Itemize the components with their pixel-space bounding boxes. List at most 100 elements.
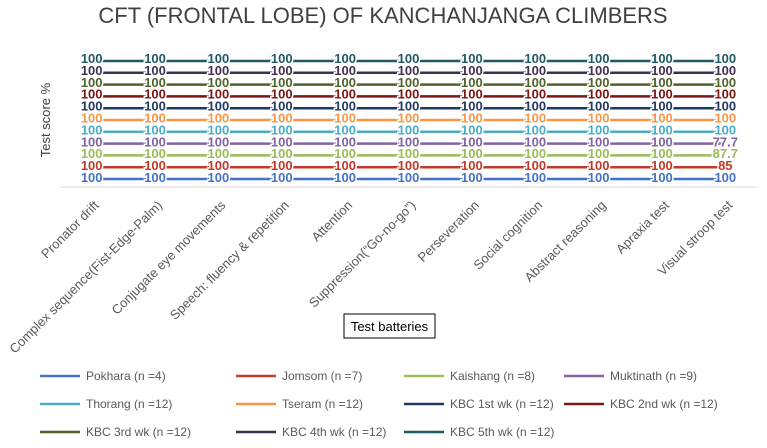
data-label: 100 (588, 134, 610, 149)
x-axis-label: Test batteries (351, 319, 429, 334)
data-label: 100 (271, 122, 293, 137)
data-label: 100 (271, 51, 293, 66)
data-label: 77.7 (713, 134, 738, 149)
data-label: 100 (461, 87, 483, 102)
legend-label: KBC 1st wk (n =12) (450, 397, 554, 411)
data-label: 100 (81, 122, 103, 137)
data-label: 100 (461, 63, 483, 78)
data-label: 100 (208, 146, 230, 161)
data-label: 100 (271, 63, 293, 78)
data-label: 100 (524, 122, 546, 137)
data-label: 100 (208, 111, 230, 126)
data-label: 100 (714, 111, 736, 126)
data-label: 100 (461, 170, 483, 185)
data-label: 100 (588, 146, 610, 161)
data-label: 100 (651, 170, 673, 185)
data-label: 85 (718, 158, 732, 173)
data-label: 100 (398, 75, 420, 90)
x-axis-label-box: Test batteries (343, 313, 436, 339)
data-label: 100 (144, 75, 166, 90)
data-label: 100 (81, 134, 103, 149)
data-label: 100 (81, 146, 103, 161)
x-tick-label: Perseveration (415, 198, 482, 265)
data-label: 100 (208, 134, 230, 149)
legend-label: Thorang (n =12) (86, 397, 172, 411)
x-tick-label: Apraxia test (613, 197, 672, 256)
series-lines (91, 59, 726, 181)
data-label: 100 (334, 87, 356, 102)
data-label: 100 (588, 170, 610, 185)
data-label: 100 (144, 99, 166, 114)
legend-item: Muktinath (n =9) (564, 369, 697, 383)
data-label: 100 (651, 146, 673, 161)
legend-item: KBC 5th wk (n =12) (404, 425, 554, 439)
data-label: 100 (334, 122, 356, 137)
data-label: 100 (398, 51, 420, 66)
data-label: 100 (588, 51, 610, 66)
data-label: 100 (588, 99, 610, 114)
data-label: 100 (334, 99, 356, 114)
data-label: 100 (524, 87, 546, 102)
data-label: 100 (144, 111, 166, 126)
data-label: 100 (144, 134, 166, 149)
data-label: 100 (651, 134, 673, 149)
data-label: 100 (334, 111, 356, 126)
data-label: 100 (651, 122, 673, 137)
data-label: 100 (81, 87, 103, 102)
data-label: 100 (524, 158, 546, 173)
legend-item: Kaishang (n =8) (404, 369, 535, 383)
legend-item: Jomsom (n =7) (236, 369, 362, 383)
data-label: 100 (524, 51, 546, 66)
data-label: 100 (208, 122, 230, 137)
data-label: 100 (271, 75, 293, 90)
legend-label: KBC 2nd wk (n =12) (610, 397, 718, 411)
data-label: 100 (398, 63, 420, 78)
data-label: 100 (524, 134, 546, 149)
legend-label: Muktinath (n =9) (610, 369, 697, 383)
legend-label: KBC 5th wk (n =12) (450, 425, 554, 439)
data-label: 100 (81, 111, 103, 126)
data-label: 100 (461, 51, 483, 66)
data-label: 100 (271, 99, 293, 114)
data-label: 100 (524, 63, 546, 78)
data-label: 100 (208, 75, 230, 90)
legend-label: Pokhara (n =4) (86, 369, 166, 383)
y-axis-label: Test score % (38, 82, 53, 157)
data-label: 100 (714, 75, 736, 90)
data-label: 100 (271, 87, 293, 102)
data-label: 100 (588, 75, 610, 90)
data-label: 100 (461, 146, 483, 161)
data-label: 100 (524, 111, 546, 126)
data-label: 100 (398, 158, 420, 173)
data-label: 100 (81, 170, 103, 185)
data-label: 100 (271, 134, 293, 149)
data-label: 100 (651, 75, 673, 90)
data-label: 100 (651, 111, 673, 126)
data-label: 100 (81, 63, 103, 78)
data-label: 100 (334, 134, 356, 149)
data-label: 87.7 (713, 146, 738, 161)
data-label: 100 (524, 75, 546, 90)
legend-item: Pokhara (n =4) (40, 369, 166, 383)
legend-item: KBC 1st wk (n =12) (404, 397, 554, 411)
data-label: 100 (461, 99, 483, 114)
data-label: 100 (714, 63, 736, 78)
data-label: 100 (588, 122, 610, 137)
data-label: 100 (651, 51, 673, 66)
legend-item: Thorang (n =12) (40, 397, 172, 411)
data-label: 100 (144, 87, 166, 102)
data-label: 100 (398, 146, 420, 161)
data-label: 100 (651, 158, 673, 173)
data-label: 100 (398, 170, 420, 185)
data-label: 100 (208, 63, 230, 78)
data-label: 100 (588, 111, 610, 126)
data-label: 100 (208, 99, 230, 114)
data-label: 100 (461, 122, 483, 137)
data-label: 100 (524, 99, 546, 114)
data-label: 100 (714, 170, 736, 185)
legend-label: Kaishang (n =8) (450, 369, 535, 383)
data-label: 100 (524, 170, 546, 185)
data-label: 100 (461, 158, 483, 173)
